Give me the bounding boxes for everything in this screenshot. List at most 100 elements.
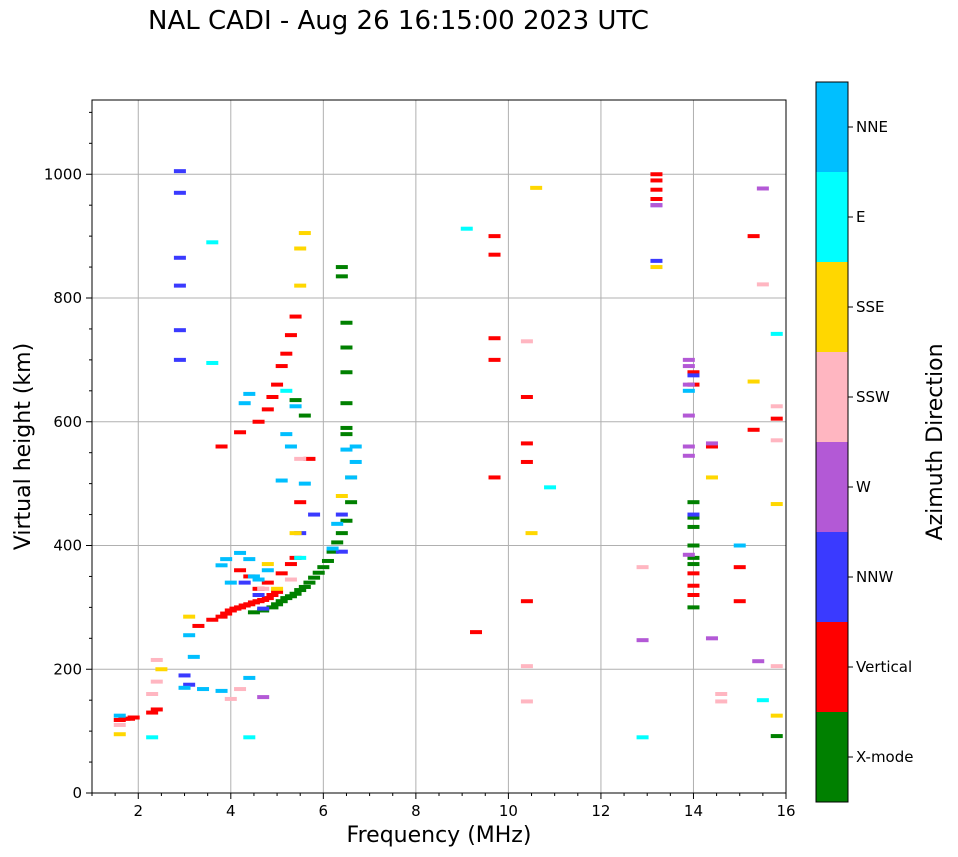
point-sse <box>294 246 307 251</box>
point-nne <box>289 404 302 409</box>
point-vertical <box>271 382 284 387</box>
point-vertical <box>284 333 297 338</box>
point-w <box>257 695 270 700</box>
point-sse <box>530 185 543 190</box>
point-ssw <box>756 282 769 287</box>
point-nne <box>280 432 293 437</box>
colorbar-tick-label: X-mode <box>856 748 913 766</box>
point-nne <box>247 574 260 579</box>
point-vertical <box>687 593 700 597</box>
point-w <box>752 659 765 664</box>
point-w <box>682 453 695 458</box>
point-nnw <box>335 512 348 517</box>
point-x-mode <box>266 605 279 610</box>
point-vertical <box>150 707 163 712</box>
point-vertical <box>488 475 501 480</box>
point-w <box>682 357 695 362</box>
point-sse <box>155 667 168 672</box>
grid-lines <box>92 100 787 794</box>
point-nne <box>733 543 746 548</box>
point-x-mode <box>298 584 311 589</box>
point-vertical <box>252 419 265 424</box>
point-x-mode <box>340 518 353 523</box>
point-ssw <box>520 339 533 344</box>
point-sse <box>289 531 302 536</box>
point-nne <box>340 447 353 452</box>
y-tick-label: 800 <box>53 289 82 307</box>
point-e <box>280 388 293 393</box>
y-axis-label: Virtual height (km) <box>11 343 36 550</box>
point-x-mode <box>687 555 700 560</box>
point-nnw <box>252 593 265 597</box>
y-tick-label: 600 <box>53 413 82 431</box>
point-vertical <box>266 395 279 399</box>
point-vertical <box>747 234 760 239</box>
point-vertical <box>488 252 501 257</box>
point-e <box>460 226 473 231</box>
point-x-mode <box>294 588 307 593</box>
point-vertical <box>261 407 274 412</box>
point-sse <box>770 713 783 718</box>
point-w <box>682 382 695 387</box>
point-vertical <box>650 187 663 192</box>
point-vertical <box>275 364 288 369</box>
colorbar-segment-nnw <box>816 532 848 622</box>
point-sse <box>747 379 760 384</box>
point-sse <box>298 231 311 236</box>
point-ssw <box>636 565 649 570</box>
point-x-mode <box>321 558 334 563</box>
colorbar-tick-label: Vertical <box>856 658 912 676</box>
colorbar-segment-ssw <box>816 352 848 442</box>
point-vertical <box>747 427 760 432</box>
x-tick-label: 10 <box>499 802 518 820</box>
colorbar-tick-label: E <box>856 208 865 226</box>
point-sse <box>705 475 718 480</box>
point-nne <box>349 459 362 464</box>
point-vertical <box>488 357 501 362</box>
point-e <box>544 485 557 490</box>
x-tick-label: 4 <box>226 802 236 820</box>
point-nnw <box>687 512 700 517</box>
point-nnw <box>687 373 700 378</box>
point-nne <box>326 546 339 551</box>
point-vertical <box>687 370 700 375</box>
point-sse <box>525 531 538 536</box>
point-vertical <box>271 589 284 594</box>
point-nne <box>183 633 196 638</box>
point-vertical <box>234 430 247 435</box>
point-vertical <box>289 314 302 319</box>
point-vertical <box>303 456 316 461</box>
point-vertical <box>280 351 293 356</box>
point-nne <box>234 550 247 555</box>
point-nne <box>252 577 265 582</box>
point-ssw <box>520 699 533 704</box>
point-e <box>243 735 256 740</box>
point-x-mode <box>687 562 700 567</box>
point-vertical <box>206 617 219 622</box>
point-x-mode <box>284 594 297 599</box>
point-w <box>682 444 695 449</box>
point-nnw <box>173 357 186 362</box>
point-w <box>705 441 718 446</box>
x-tick-label: 2 <box>133 802 143 820</box>
point-e <box>770 331 783 336</box>
point-nne <box>220 557 233 562</box>
plot-frame <box>91 99 787 794</box>
point-nne <box>238 401 251 406</box>
x-tick-label: 6 <box>319 802 329 820</box>
x-tick-label: 14 <box>684 802 703 820</box>
point-nne <box>261 568 274 573</box>
point-ssw <box>146 692 159 696</box>
point-nne <box>349 444 362 449</box>
y-tick-label: 1000 <box>44 165 82 183</box>
point-nnw <box>173 283 186 288</box>
point-nne <box>113 713 126 718</box>
point-nnw <box>335 549 348 554</box>
x-tick-label: 12 <box>591 802 610 820</box>
colorbar-tick-label: SSE <box>856 298 885 316</box>
point-x-mode <box>335 265 348 270</box>
point-sse <box>650 265 663 270</box>
point-nne <box>298 481 311 486</box>
point-nne <box>215 563 228 568</box>
